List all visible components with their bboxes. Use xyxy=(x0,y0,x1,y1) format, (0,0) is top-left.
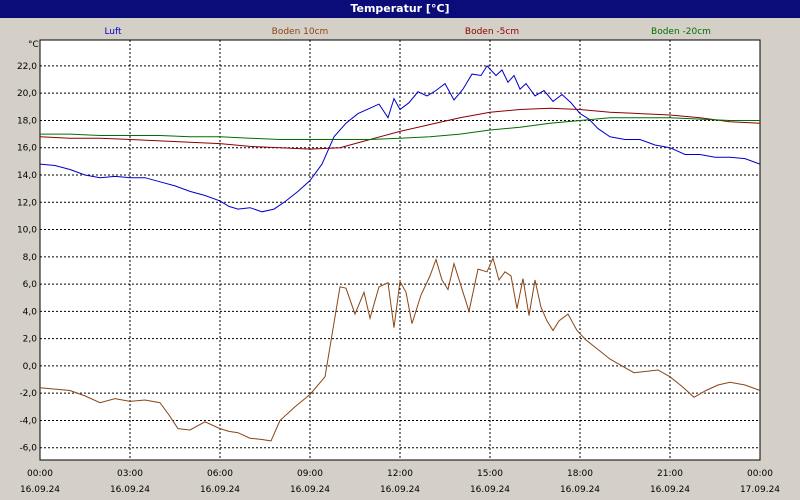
x-tick-time: 00:00 xyxy=(747,469,773,479)
y-tick-label: 10,0 xyxy=(17,226,37,236)
x-tick-date: 16.09.24 xyxy=(290,485,330,495)
y-tick-label: 8,0 xyxy=(23,253,38,263)
series-group xyxy=(39,65,761,442)
x-tick-time: 21:00 xyxy=(657,469,683,479)
x-tick-time: 06:00 xyxy=(207,469,233,479)
x-tick-time: 15:00 xyxy=(477,469,503,479)
y-tick-label: -4,0 xyxy=(19,416,37,426)
x-tick-date: 16.09.24 xyxy=(650,485,690,495)
y-tick-label: 14,0 xyxy=(17,171,37,181)
y-axis-label: °C xyxy=(28,40,39,50)
series-line-boden-10cm xyxy=(39,256,761,442)
x-tick-date: 16.09.24 xyxy=(380,485,420,495)
series-line-boden-20cm xyxy=(40,117,760,140)
y-tick-label: 0,0 xyxy=(23,362,38,372)
y-tick-label: 4,0 xyxy=(23,307,38,317)
x-tick-date: 16.09.24 xyxy=(470,485,510,495)
x-tick-date: 16.09.24 xyxy=(110,485,150,495)
y-tick-label: 16,0 xyxy=(17,144,37,154)
y-tick-label: 6,0 xyxy=(23,280,38,290)
legend-entry: Luft xyxy=(104,27,122,37)
y-tick-label: 22,0 xyxy=(17,62,37,72)
y-tick-label: -2,0 xyxy=(19,389,37,399)
x-tick-date: 16.09.24 xyxy=(20,485,60,495)
x-tick-date: 16.09.24 xyxy=(560,485,600,495)
y-tick-label: 20,0 xyxy=(17,89,37,99)
series-line-boden-5cm xyxy=(39,107,761,150)
legend-entry: Boden 10cm xyxy=(272,27,329,37)
y-tick-label: 18,0 xyxy=(17,116,37,126)
series-line-luft xyxy=(39,65,761,213)
x-tick-time: 00:00 xyxy=(27,469,53,479)
x-tick-time: 03:00 xyxy=(117,469,143,479)
y-tick-label: 12,0 xyxy=(17,198,37,208)
chart-title: Temperatur [°C] xyxy=(0,0,800,18)
y-tick-label: -6,0 xyxy=(19,444,37,454)
x-tick-date: 16.09.24 xyxy=(200,485,240,495)
legend: Luft Boden 10cm Boden -5cm Boden -20cm xyxy=(104,27,711,37)
x-tick-date: 17.09.24 xyxy=(740,485,780,495)
grid xyxy=(40,40,760,460)
x-tick-time: 12:00 xyxy=(387,469,413,479)
y-axis: 22,0 20,0 18,0 16,0 14,0 12,0 10,0 8,0 6,0 4,0 2,0… xyxy=(17,62,37,454)
legend-entry: Boden -5cm xyxy=(465,27,519,37)
x-tick-time: 18:00 xyxy=(567,469,593,479)
x-tick-time: 09:00 xyxy=(297,469,323,479)
x-axis: 00:00 16.09.24 03:00 16.09.24 06:00 16.09.24 0… xyxy=(20,469,780,495)
y-tick-label: 2,0 xyxy=(23,335,38,345)
legend-entry: Boden -20cm xyxy=(651,27,711,37)
